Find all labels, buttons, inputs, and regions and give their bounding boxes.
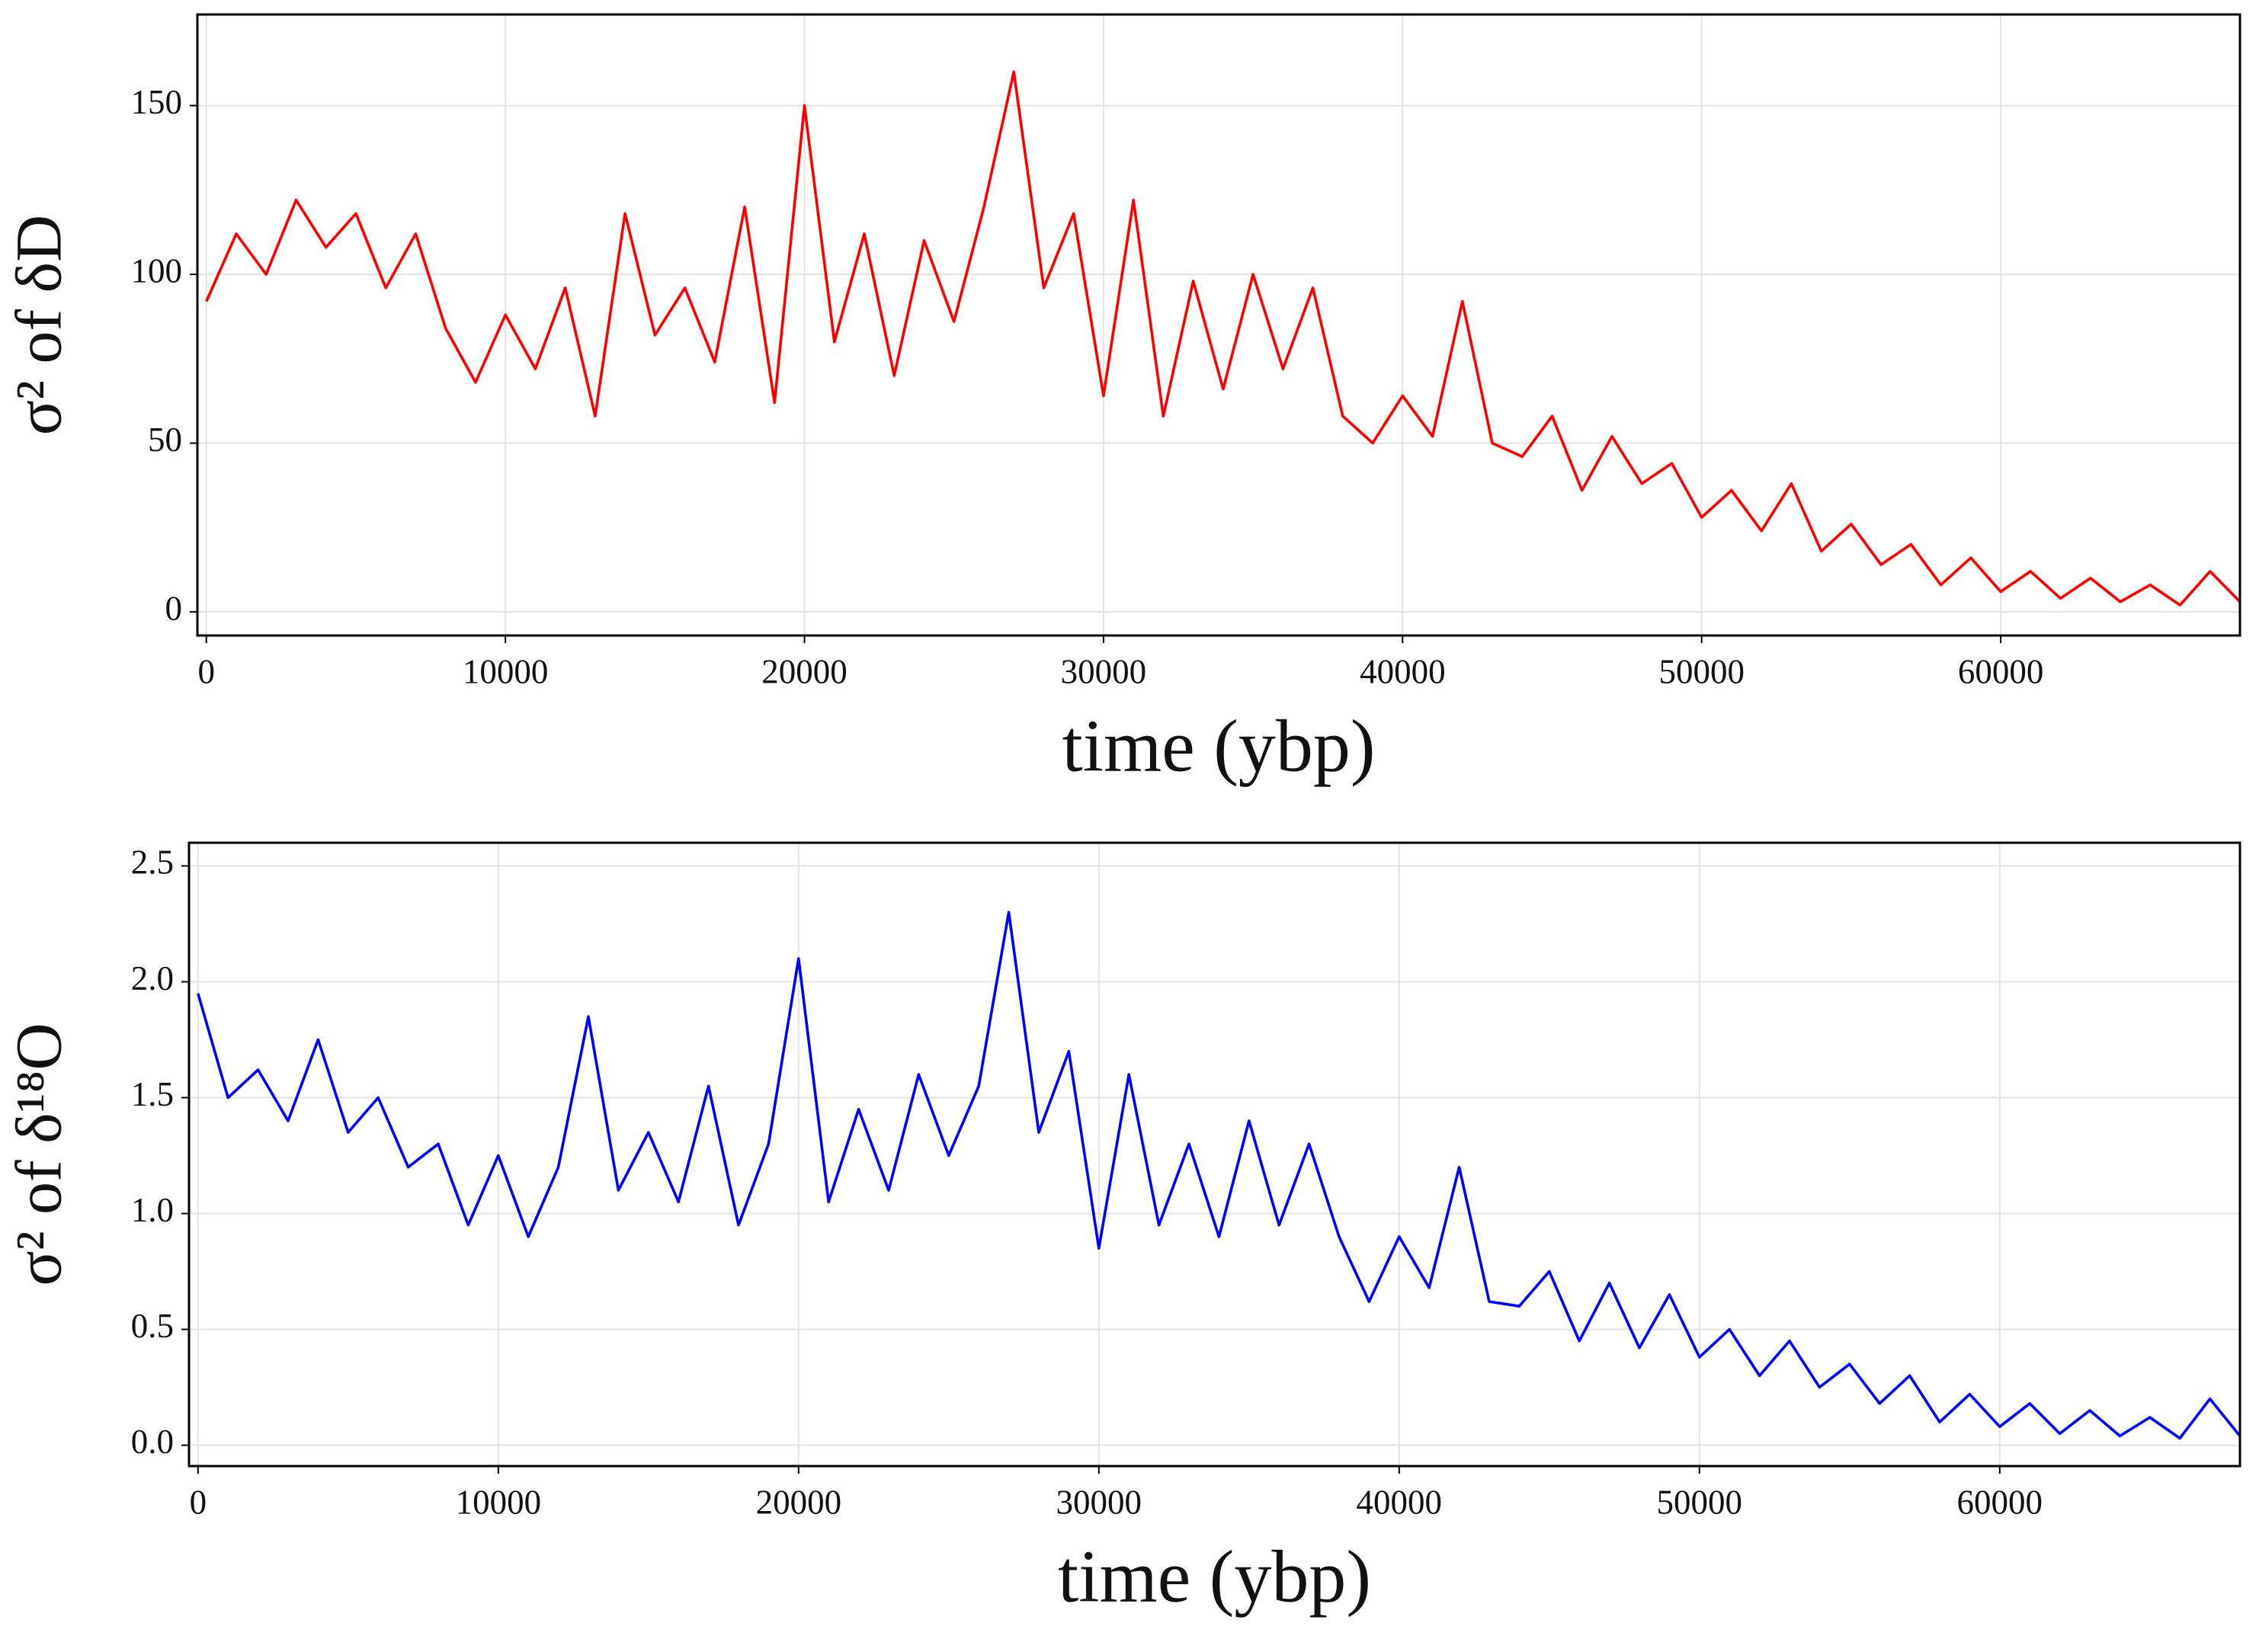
y-tick-label: 100 [131, 251, 183, 290]
y-tick-label: 50 [148, 421, 182, 459]
y-tick-label: 2.5 [131, 844, 174, 882]
y-tick-label: 0.5 [131, 1307, 174, 1345]
y-tick-label: 0.0 [131, 1423, 174, 1461]
plot-frame [196, 13, 2241, 637]
x-tick-label: 40000 [1357, 1483, 1443, 1521]
y-axis-label: σ² of δD [2, 215, 75, 435]
data-line [205, 70, 2241, 607]
x-tick-label: 10000 [463, 652, 549, 690]
y-tick-label: 2.0 [131, 959, 174, 997]
x-tick-label: 20000 [761, 652, 848, 690]
x-tick-label: 0 [198, 652, 216, 690]
x-tick-label: 20000 [756, 1483, 842, 1521]
x-tick-label: 40000 [1360, 652, 1446, 690]
y-tick-label: 0 [165, 589, 183, 627]
y-tick-label: 150 [131, 83, 183, 121]
y-tick-label: 1.0 [131, 1191, 174, 1229]
y-tick-label: 1.5 [131, 1075, 174, 1113]
x-tick-label: 50000 [1658, 652, 1745, 690]
x-tick-label: 60000 [1957, 1483, 2043, 1521]
plot-frame [187, 841, 2241, 1468]
x-axis-label: time (ybp) [1058, 1535, 1371, 1618]
x-tick-label: 60000 [1958, 652, 2044, 690]
y-axis-label: σ² of δ¹⁸O [2, 1023, 75, 1285]
x-tick-label: 30000 [1056, 1483, 1142, 1521]
x-tick-label: 0 [190, 1483, 207, 1521]
x-tick-label: 50000 [1657, 1483, 1743, 1521]
x-tick-label: 10000 [456, 1483, 542, 1521]
x-tick-label: 30000 [1061, 652, 1147, 690]
data-line [197, 911, 2241, 1440]
x-axis-label: time (ybp) [1062, 705, 1376, 787]
